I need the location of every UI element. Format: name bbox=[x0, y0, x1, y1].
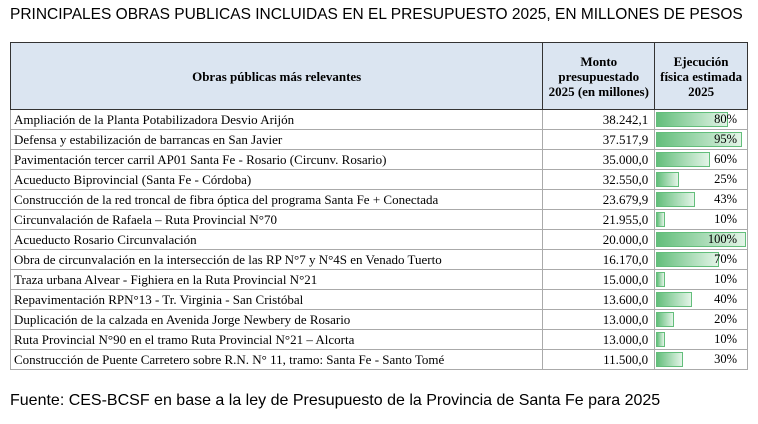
title: PRINCIPALES OBRAS PUBLICAS INCLUIDAS EN … bbox=[10, 6, 743, 23]
ejecucion-label: 20% bbox=[714, 312, 737, 326]
ejecucion-label: 60% bbox=[714, 152, 737, 166]
ejecucion-label: 70% bbox=[714, 252, 737, 266]
monto-cell: 23.679,9 bbox=[542, 189, 656, 210]
data-bar bbox=[656, 272, 666, 287]
data-bar bbox=[656, 212, 666, 227]
ejecucion-label: 100% bbox=[707, 232, 737, 246]
ejecucion-cell: 100% bbox=[654, 229, 748, 250]
data-bar bbox=[656, 292, 693, 307]
row: Defensa y estabilización de barrancas en… bbox=[9, 129, 748, 150]
row: Obra de circunvalación en la intersecció… bbox=[9, 249, 748, 270]
monto-cell: 13.000,0 bbox=[542, 329, 656, 350]
obra-cell: Obra de circunvalación en la intersecció… bbox=[9, 249, 544, 270]
data-bar bbox=[656, 252, 720, 267]
ejecucion-cell: 25% bbox=[654, 169, 748, 190]
ejecucion-label: 30% bbox=[714, 352, 737, 366]
monto-cell: 37.517,9 bbox=[542, 129, 656, 150]
obra-cell: Circunvalación de Rafaela – Ruta Provinc… bbox=[9, 209, 544, 230]
source: Fuente: CES-BCSF en base a la ley de Pre… bbox=[10, 392, 661, 409]
ejecucion-cell: 95% bbox=[654, 129, 748, 150]
table: Obras públicas más relevantes Monto pres… bbox=[9, 42, 748, 370]
data-bar bbox=[656, 232, 747, 247]
table-body: Ampliación de la Planta Potabilizadora D… bbox=[9, 109, 748, 370]
obra-cell: Repavimentación RPN°13 - Tr. Virginia - … bbox=[9, 289, 544, 310]
ejecucion-label: 25% bbox=[714, 172, 737, 186]
ejecucion-cell: 20% bbox=[654, 309, 748, 330]
monto-cell: 21.955,0 bbox=[542, 209, 656, 230]
ejecucion-cell: 80% bbox=[654, 109, 748, 130]
row: Traza urbana Alvear - Fighiera en la Rut… bbox=[9, 269, 748, 290]
ejecucion-label: 10% bbox=[714, 332, 737, 346]
header-cell: Ejecución física estimada 2025 bbox=[654, 42, 748, 110]
ejecucion-cell: 10% bbox=[654, 329, 748, 350]
monto-cell: 11.500,0 bbox=[542, 349, 656, 370]
obra-cell: Ruta Provincial N°90 en el tramo Ruta Pr… bbox=[9, 329, 544, 350]
obra-cell: Defensa y estabilización de barrancas en… bbox=[9, 129, 544, 150]
data-bar bbox=[656, 332, 666, 347]
monto-cell: 20.000,0 bbox=[542, 229, 656, 250]
obra-cell: Acueducto Rosario Circunvalación bbox=[9, 229, 544, 250]
monto-cell: 35.000,0 bbox=[542, 149, 656, 170]
obra-cell: Acueducto Biprovincial (Santa Fe - Córdo… bbox=[9, 169, 544, 190]
monto-cell: 16.170,0 bbox=[542, 249, 656, 270]
obra-cell: Construcción de la red troncal de fibra … bbox=[9, 189, 544, 210]
header-cell: Obras públicas más relevantes bbox=[9, 42, 544, 110]
ejecucion-label: 40% bbox=[714, 292, 737, 306]
data-bar bbox=[656, 172, 679, 187]
row: Construcción de Puente Carretero sobre R… bbox=[9, 349, 748, 370]
ejecucion-cell: 10% bbox=[654, 209, 748, 230]
row: Pavimentación tercer carril AP01 Santa F… bbox=[9, 149, 748, 170]
ejecucion-cell: 43% bbox=[654, 189, 748, 210]
obra-cell: Construcción de Puente Carretero sobre R… bbox=[9, 349, 544, 370]
monto-cell: 13.600,0 bbox=[542, 289, 656, 310]
ejecucion-label: 95% bbox=[714, 132, 737, 146]
monto-cell: 13.000,0 bbox=[542, 309, 656, 330]
monto-cell: 15.000,0 bbox=[542, 269, 656, 290]
obra-cell: Pavimentación tercer carril AP01 Santa F… bbox=[9, 149, 544, 170]
monto-cell: 32.550,0 bbox=[542, 169, 656, 190]
ejecucion-cell: 10% bbox=[654, 269, 748, 290]
row: Ruta Provincial N°90 en el tramo Ruta Pr… bbox=[9, 329, 748, 350]
data-bar bbox=[656, 192, 695, 207]
data-bar bbox=[656, 112, 729, 127]
ejecucion-cell: 40% bbox=[654, 289, 748, 310]
data-bar bbox=[656, 152, 711, 167]
header-cell: Monto presupuestado 2025 (en millones) bbox=[542, 42, 656, 110]
row: Duplicación de la calzada en Avenida Jor… bbox=[9, 309, 748, 330]
ejecucion-label: 43% bbox=[714, 192, 737, 206]
row: Repavimentación RPN°13 - Tr. Virginia - … bbox=[9, 289, 748, 310]
ejecucion-label: 80% bbox=[714, 112, 737, 126]
row: Circunvalación de Rafaela – Ruta Provinc… bbox=[9, 209, 748, 230]
row: Ampliación de la Planta Potabilizadora D… bbox=[9, 109, 748, 130]
data-bar bbox=[656, 312, 675, 327]
ejecucion-label: 10% bbox=[714, 272, 737, 286]
obra-cell: Traza urbana Alvear - Fighiera en la Rut… bbox=[9, 269, 544, 290]
row: Acueducto Biprovincial (Santa Fe - Córdo… bbox=[9, 169, 748, 190]
monto-cell: 38.242,1 bbox=[542, 109, 656, 130]
ejecucion-cell: 70% bbox=[654, 249, 748, 270]
row: Construcción de la red troncal de fibra … bbox=[9, 189, 748, 210]
obra-cell: Duplicación de la calzada en Avenida Jor… bbox=[9, 309, 544, 330]
ejecucion-cell: 60% bbox=[654, 149, 748, 170]
data-bar bbox=[656, 352, 684, 367]
obra-cell: Ampliación de la Planta Potabilizadora D… bbox=[9, 109, 544, 130]
data-bar bbox=[656, 132, 742, 147]
row: Acueducto Rosario Circunvalación 20.000,0… bbox=[9, 229, 748, 250]
ejecucion-label: 10% bbox=[714, 212, 737, 226]
ejecucion-cell: 30% bbox=[654, 349, 748, 370]
